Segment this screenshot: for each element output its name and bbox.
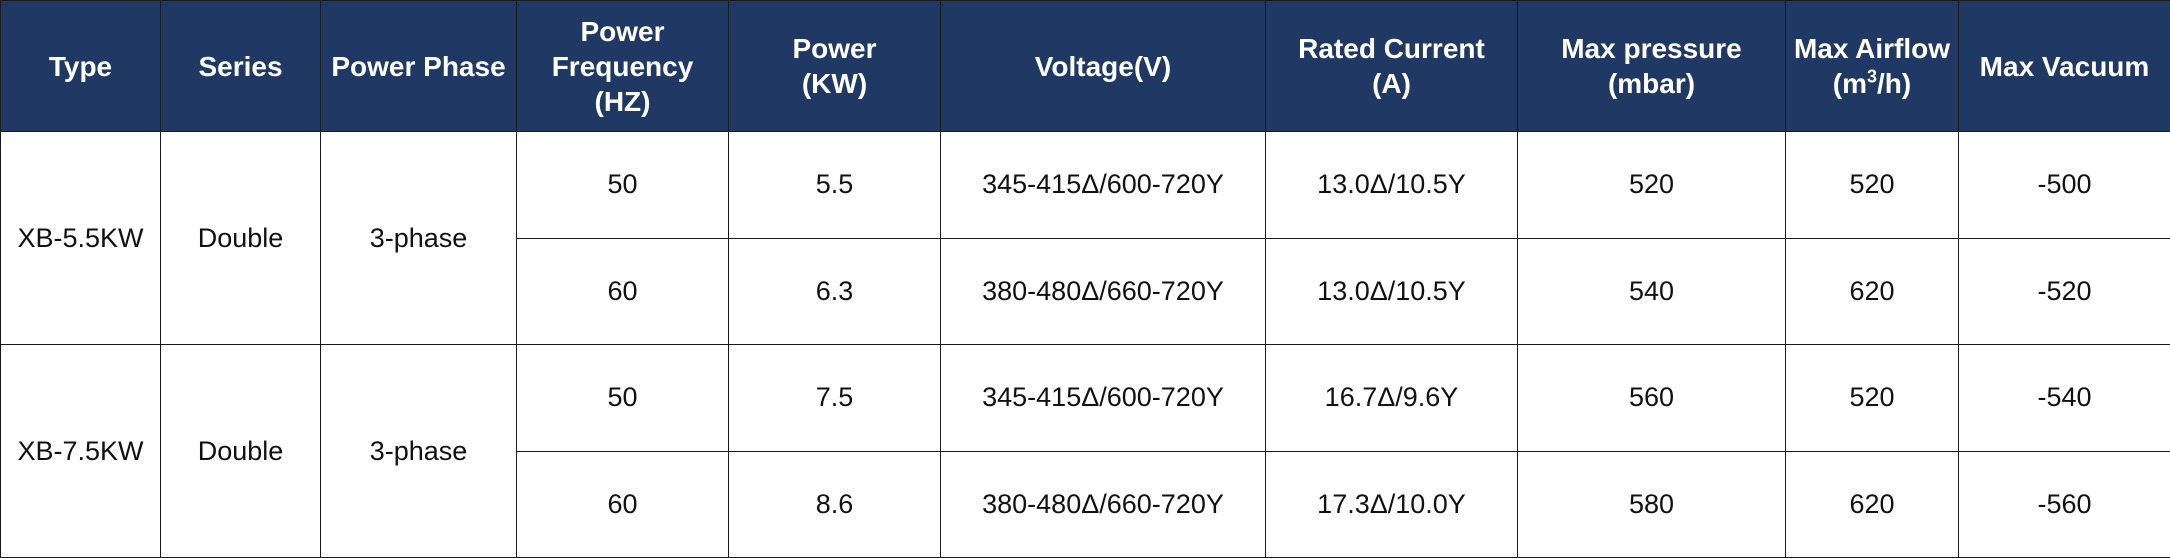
header-type: Type [0, 0, 161, 132]
header-max-airflow: Max Airflow (m3/h) [1785, 0, 1959, 132]
header-max-vacuum: Max Vacuum [1958, 0, 2170, 132]
header-power-frequency-line2: Frequency [551, 50, 694, 82]
cell-max-pressure: 580 [1517, 450, 1786, 558]
header-rated-current-line1: Rated Current [1298, 33, 1485, 64]
cell-rated-current: 17.3Δ/10.0Y [1265, 450, 1518, 558]
header-type-label: Type [48, 50, 113, 82]
header-max-airflow-unit-sup: 3 [1867, 66, 1878, 87]
cell-max-airflow: 620 [1785, 450, 1959, 558]
cell-series: Double [160, 131, 321, 345]
header-max-airflow-unit-post: /h) [1877, 68, 1912, 99]
cell-rated-current: 13.0Δ/10.5Y [1265, 131, 1518, 239]
header-series: Series [160, 0, 321, 132]
cell-max-vacuum: -560 [1958, 450, 2170, 558]
cell-rated-current: 16.7Δ/9.6Y [1265, 344, 1518, 452]
header-max-airflow-unit-pre: (m [1832, 68, 1867, 99]
cell-frequency: 50 [516, 344, 729, 452]
header-max-pressure-line1: Max pressure [1561, 33, 1742, 64]
header-rated-current-line2: (A) [1372, 68, 1411, 99]
header-power-frequency-line3: (HZ) [594, 85, 651, 117]
cell-frequency: 50 [516, 131, 729, 239]
cell-voltage: 345-415Δ/600-720Y [940, 131, 1266, 239]
cell-frequency: 60 [516, 237, 729, 345]
cell-voltage: 380-480Δ/660-720Y [940, 450, 1266, 558]
header-power-phase-label: Power Phase [331, 50, 506, 82]
cell-max-pressure: 520 [1517, 131, 1786, 239]
cell-frequency: 60 [516, 450, 729, 558]
cell-power: 5.5 [728, 131, 941, 239]
header-voltage: Voltage(V) [940, 0, 1266, 132]
cell-max-airflow: 620 [1785, 237, 1959, 345]
cell-power: 8.6 [728, 450, 941, 558]
header-row: Type Series Power Phase Power Frequency … [0, 0, 2170, 132]
header-power-phase: Power Phase [320, 0, 517, 132]
cell-max-pressure: 540 [1517, 237, 1786, 345]
header-max-vacuum-label: Max Vacuum [1979, 50, 2150, 82]
cell-voltage: 345-415Δ/600-720Y [940, 344, 1266, 452]
header-power-frequency: Power Frequency (HZ) [516, 0, 729, 132]
header-power: Power (KW) [728, 0, 941, 132]
cell-series: Double [160, 344, 321, 558]
cell-max-airflow: 520 [1785, 131, 1959, 239]
table-row: XB-7.5KW Double 3-phase 50 7.5 345-415Δ/… [0, 344, 2170, 558]
cell-power: 6.3 [728, 237, 941, 345]
header-power-line1: Power [792, 33, 877, 64]
table-row: XB-5.5KW Double 3-phase 50 5.5 345-415Δ/… [0, 131, 2170, 345]
cell-max-pressure: 560 [1517, 344, 1786, 452]
table-row: 60 8.6 380-480Δ/660-720Y 17.3Δ/10.0Y 580… [1, 450, 2170, 558]
cell-power-phase: 3-phase [320, 131, 517, 345]
header-max-pressure: Max pressure (mbar) [1517, 0, 1786, 132]
cell-power-phase: 3-phase [320, 344, 517, 558]
header-series-label: Series [198, 50, 283, 82]
header-voltage-label: Voltage(V) [1034, 50, 1172, 82]
header-rated-current: Rated Current (A) [1265, 0, 1518, 132]
cell-max-vacuum: -520 [1958, 237, 2170, 345]
header-max-pressure-line2: (mbar) [1607, 68, 1696, 99]
cell-type: XB-5.5KW [0, 131, 161, 345]
cell-max-vacuum: -500 [1958, 131, 2170, 239]
cell-max-vacuum: -540 [1958, 344, 2170, 452]
header-power-line2: (KW) [801, 68, 868, 99]
header-power-frequency-line1: Power [580, 15, 665, 47]
cell-rated-current: 13.0Δ/10.5Y [1265, 237, 1518, 345]
cell-type: XB-7.5KW [0, 344, 161, 558]
cell-power: 7.5 [728, 344, 941, 452]
header-max-airflow-line1: Max Airflow [1793, 33, 1951, 64]
cell-max-airflow: 520 [1785, 344, 1959, 452]
cell-voltage: 380-480Δ/660-720Y [940, 237, 1266, 345]
